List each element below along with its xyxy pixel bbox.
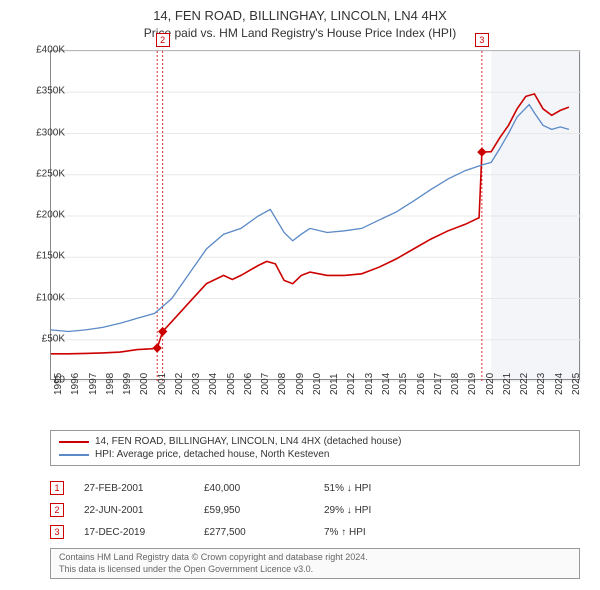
y-tick-label: £400K bbox=[20, 45, 65, 56]
x-tick-label: 2012 bbox=[346, 373, 357, 395]
footer-line: Contains HM Land Registry data © Crown c… bbox=[59, 552, 571, 564]
x-tick-label: 2023 bbox=[536, 373, 547, 395]
event-diff: 51% ↓ HPI bbox=[324, 483, 580, 494]
y-tick-label: £50K bbox=[20, 333, 65, 344]
x-tick-label: 2003 bbox=[191, 373, 202, 395]
y-tick-label: £350K bbox=[20, 86, 65, 97]
x-tick-label: 2000 bbox=[139, 373, 150, 395]
y-tick-label: £100K bbox=[20, 292, 65, 303]
x-tick-label: 2018 bbox=[450, 373, 461, 395]
x-tick-label: 2010 bbox=[312, 373, 323, 395]
x-tick-label: 2017 bbox=[433, 373, 444, 395]
chart-svg bbox=[51, 51, 579, 379]
event-number-box: 3 bbox=[50, 525, 64, 539]
y-tick-label: £200K bbox=[20, 210, 65, 221]
x-tick-label: 2002 bbox=[174, 373, 185, 395]
x-tick-label: 1999 bbox=[122, 373, 133, 395]
event-marker-box: 3 bbox=[475, 33, 489, 47]
legend-item-hpi: HPI: Average price, detached house, Nort… bbox=[59, 448, 571, 461]
y-tick-label: £150K bbox=[20, 251, 65, 262]
x-tick-label: 2001 bbox=[157, 373, 168, 395]
event-date: 17-DEC-2019 bbox=[84, 527, 204, 538]
x-tick-label: 1997 bbox=[88, 373, 99, 395]
y-tick-label: £300K bbox=[20, 127, 65, 138]
event-row: 2 22-JUN-2001£59,95029% ↓ HPI bbox=[50, 499, 580, 521]
legend-label: HPI: Average price, detached house, Nort… bbox=[95, 449, 329, 460]
x-tick-label: 2004 bbox=[208, 373, 219, 395]
event-date: 27-FEB-2001 bbox=[84, 483, 204, 494]
legend-swatch bbox=[59, 454, 89, 456]
x-tick-label: 2025 bbox=[571, 373, 582, 395]
x-tick-label: 1996 bbox=[70, 373, 81, 395]
x-tick-label: 2011 bbox=[329, 373, 340, 395]
x-tick-label: 2024 bbox=[554, 373, 565, 395]
footer-attribution: Contains HM Land Registry data © Crown c… bbox=[50, 548, 580, 579]
x-tick-label: 2013 bbox=[364, 373, 375, 395]
event-price: £59,950 bbox=[204, 505, 324, 516]
event-number-box: 1 bbox=[50, 481, 64, 495]
event-number-box: 2 bbox=[50, 503, 64, 517]
legend-item-property: 14, FEN ROAD, BILLINGHAY, LINCOLN, LN4 4… bbox=[59, 435, 571, 448]
event-marker-box: 2 bbox=[156, 33, 170, 47]
x-tick-label: 2021 bbox=[502, 373, 513, 395]
event-row: 1 27-FEB-2001£40,00051% ↓ HPI bbox=[50, 477, 580, 499]
x-tick-label: 1995 bbox=[53, 373, 64, 395]
event-price: £277,500 bbox=[204, 527, 324, 538]
events-table: 1 27-FEB-2001£40,00051% ↓ HPI 2 22-JUN-2001… bbox=[50, 477, 580, 543]
x-tick-label: 2008 bbox=[277, 373, 288, 395]
legend-box: 14, FEN ROAD, BILLINGHAY, LINCOLN, LN4 4… bbox=[50, 430, 580, 466]
event-row: 3 17-DEC-2019£277,5007% ↑ HPI bbox=[50, 521, 580, 543]
legend-label: 14, FEN ROAD, BILLINGHAY, LINCOLN, LN4 4… bbox=[95, 436, 401, 447]
event-diff: 7% ↑ HPI bbox=[324, 527, 580, 538]
x-tick-label: 2005 bbox=[226, 373, 237, 395]
x-tick-label: 2016 bbox=[416, 373, 427, 395]
event-price: £40,000 bbox=[204, 483, 324, 494]
x-tick-label: 2009 bbox=[295, 373, 306, 395]
chart-plot-area: 23 bbox=[50, 50, 580, 380]
event-diff: 29% ↓ HPI bbox=[324, 505, 580, 516]
x-tick-label: 2019 bbox=[467, 373, 478, 395]
y-tick-label: £250K bbox=[20, 168, 65, 179]
x-tick-label: 1998 bbox=[105, 373, 116, 395]
x-tick-label: 2014 bbox=[381, 373, 392, 395]
x-tick-label: 2006 bbox=[243, 373, 254, 395]
chart-title: 14, FEN ROAD, BILLINGHAY, LINCOLN, LN4 4… bbox=[0, 0, 600, 25]
x-tick-label: 2020 bbox=[485, 373, 496, 395]
x-tick-label: 2007 bbox=[260, 373, 271, 395]
footer-line: This data is licensed under the Open Gov… bbox=[59, 564, 571, 576]
x-tick-label: 2015 bbox=[398, 373, 409, 395]
x-tick-label: 2022 bbox=[519, 373, 530, 395]
legend-swatch bbox=[59, 441, 89, 443]
chart-subtitle: Price paid vs. HM Land Registry's House … bbox=[0, 25, 600, 40]
event-date: 22-JUN-2001 bbox=[84, 505, 204, 516]
